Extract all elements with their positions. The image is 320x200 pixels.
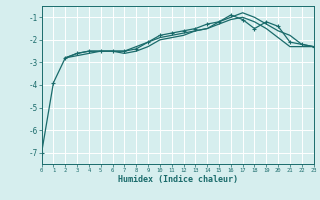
X-axis label: Humidex (Indice chaleur): Humidex (Indice chaleur)	[118, 175, 237, 184]
